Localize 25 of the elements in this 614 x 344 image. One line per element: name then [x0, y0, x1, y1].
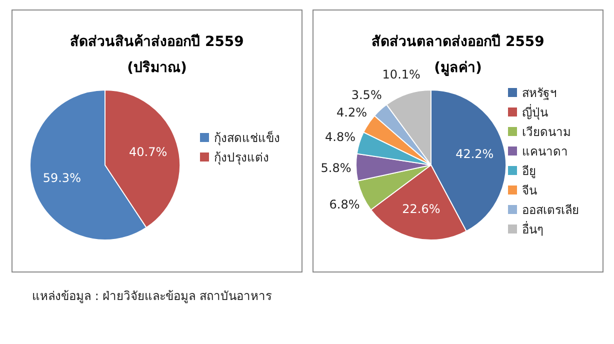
text: แหล่งข้อมูล : ฝ่ายวิจัยและข้อมูล สถาบันอาหาร — [32, 289, 272, 304]
data-label: 4.2% — [336, 106, 368, 120]
data-label: 59.3% — [42, 170, 81, 185]
legend-label: แคนาดา — [522, 144, 568, 158]
legend-label: กุ้งปรุงแต่ง — [214, 150, 269, 166]
legend-label: จีน — [522, 184, 537, 198]
data-label: 40.7% — [129, 145, 168, 160]
legend-label: อื่นๆ — [522, 220, 543, 236]
chart-subtitle: (มูลค่า) — [434, 60, 482, 76]
legend-label: อียู — [522, 164, 536, 179]
legend-label: ญี่ปุ่น — [522, 104, 548, 120]
data-label: 42.2% — [456, 147, 494, 162]
data-label: 6.8% — [329, 197, 360, 212]
chart-title: สัดส่วนตลาดส่งออกปี 2559 — [372, 34, 544, 50]
chart-subtitle: (ปริมาณ) — [127, 60, 187, 76]
legend-label: ออสเตรเลีย — [522, 203, 579, 217]
data-label: 22.6% — [402, 202, 440, 216]
data-label: 4.8% — [325, 130, 356, 144]
legend-label: กุ้งสดแช่แข็ง — [214, 130, 280, 146]
legend-label: สหรัฐฯ — [522, 86, 557, 100]
legend-label: เวียดนาม — [522, 125, 571, 139]
data-label: 3.5% — [351, 88, 382, 102]
data-label: 5.8% — [320, 160, 352, 175]
chart-title: สัดส่วนสินค้าส่งออกปี 2559 — [70, 34, 244, 50]
data-label: 10.1% — [382, 68, 420, 82]
